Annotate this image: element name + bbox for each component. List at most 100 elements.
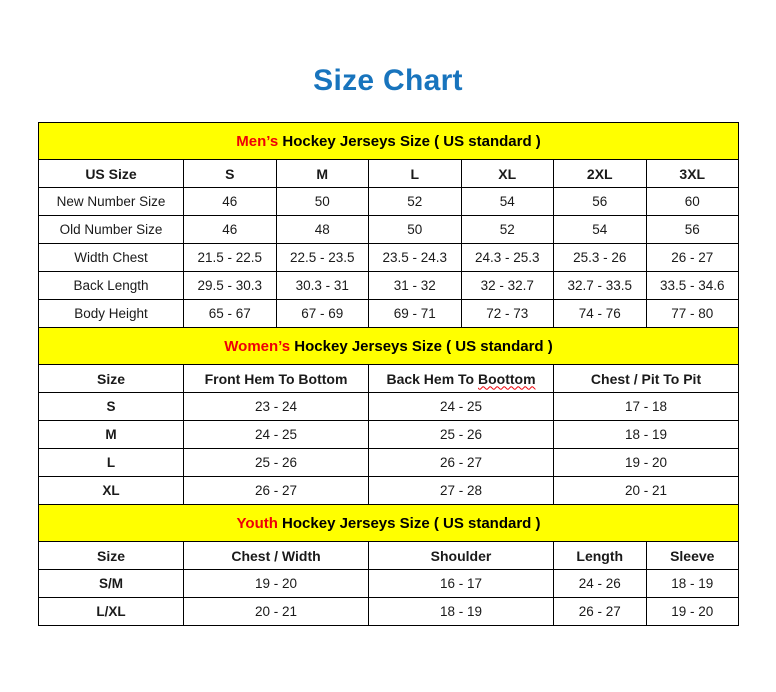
youth-header-sleeve: Sleeve (645, 541, 740, 570)
women-cell: 25 - 26 (183, 448, 369, 477)
men-header-2xl: 2XL (553, 159, 647, 188)
women-cell: 26 - 27 (368, 448, 554, 477)
section-banner-women-accent: Women’s (224, 337, 291, 355)
section-banner-women: Women’s Hockey Jerseys Size ( US standar… (37, 327, 740, 365)
men-header-xl: XL (460, 159, 554, 188)
men-row-label: Old Number Size (38, 215, 184, 244)
women-cell: 20 - 21 (552, 476, 740, 505)
men-cell: 77 - 80 (645, 299, 740, 328)
men-cell: 48 (275, 215, 369, 244)
men-header-3xl: 3XL (645, 159, 740, 188)
section-banner-men-rest: Hockey Jerseys Size ( US standard ) (278, 132, 541, 150)
men-cell: 25.3 - 26 (553, 243, 647, 272)
women-header-front-hem: Front Hem To Bottom (183, 364, 369, 393)
section-banner-youth-rest: Hockey Jerseys Size ( US standard ) (277, 514, 541, 532)
men-cell: 33.5 - 34.6 (645, 271, 740, 300)
section-banner-women-cell: Women’s Hockey Jerseys Size ( US standar… (37, 327, 740, 365)
men-cell: 65 - 67 (183, 299, 277, 328)
women-cell: 27 - 28 (368, 476, 554, 505)
youth-cell: 18 - 19 (368, 597, 554, 626)
women-row-label: M (38, 420, 184, 449)
table-row: Width Chest 21.5 - 22.5 22.5 - 23.5 23.5… (38, 243, 740, 272)
table-row: L 25 - 26 26 - 27 19 - 20 (38, 448, 740, 477)
women-row-label: XL (38, 476, 184, 505)
women-header-back-hem-prefix: Back Hem To (386, 370, 478, 387)
men-row-label: Width Chest (38, 243, 184, 272)
youth-cell: 16 - 17 (368, 569, 554, 598)
men-row-label: Back Length (38, 271, 184, 300)
women-cell: 23 - 24 (183, 392, 369, 421)
table-row: Back Length 29.5 - 30.3 30.3 - 31 31 - 3… (38, 271, 740, 300)
table-row: Body Height 65 - 67 67 - 69 69 - 71 72 -… (38, 299, 740, 328)
men-header-l: L (368, 159, 462, 188)
table-row: S 23 - 24 24 - 25 17 - 18 (38, 392, 740, 421)
youth-cell: 19 - 20 (183, 569, 369, 598)
youth-header-chest-width: Chest / Width (183, 541, 369, 570)
youth-cell: 18 - 19 (645, 569, 740, 598)
section-banner-women-rest: Hockey Jerseys Size ( US standard ) (290, 337, 553, 355)
men-cell: 54 (460, 187, 554, 216)
women-cell: 18 - 19 (552, 420, 740, 449)
men-cell: 56 (553, 187, 647, 216)
men-cell: 50 (275, 187, 369, 216)
youth-header-row: Size Chest / Width Shoulder Length Sleev… (38, 541, 740, 570)
men-cell: 52 (368, 187, 462, 216)
men-cell: 74 - 76 (553, 299, 647, 328)
men-cell: 24.3 - 25.3 (460, 243, 554, 272)
youth-cell: 19 - 20 (645, 597, 740, 626)
men-cell: 69 - 71 (368, 299, 462, 328)
women-header-back-hem-misspelled: Boottom (478, 370, 536, 387)
men-cell: 56 (645, 215, 740, 244)
table-row: Old Number Size 46 48 50 52 54 56 (38, 215, 740, 244)
youth-cell: 24 - 26 (553, 569, 647, 598)
men-cell: 46 (183, 215, 277, 244)
men-cell: 67 - 69 (275, 299, 369, 328)
women-row-label: L (38, 448, 184, 477)
youth-header-shoulder: Shoulder (368, 541, 554, 570)
youth-cell: 26 - 27 (553, 597, 647, 626)
men-cell: 21.5 - 22.5 (183, 243, 277, 272)
section-banner-youth-cell: Youth Hockey Jerseys Size ( US standard … (37, 504, 740, 542)
men-header-m: M (275, 159, 369, 188)
men-row-label: Body Height (38, 299, 184, 328)
section-banner-youth-accent: Youth (236, 514, 278, 532)
men-cell: 30.3 - 31 (275, 271, 369, 300)
youth-header-length: Length (553, 541, 647, 570)
women-cell: 24 - 25 (183, 420, 369, 449)
women-header-size: Size (38, 364, 184, 393)
section-banner-men-accent: Men’s (236, 132, 279, 150)
women-header-chest-pit: Chest / Pit To Pit (552, 364, 740, 393)
section-banner-men: Men’s Hockey Jerseys Size ( US standard … (37, 122, 740, 160)
women-cell: 25 - 26 (368, 420, 554, 449)
youth-header-size: Size (38, 541, 184, 570)
women-cell: 26 - 27 (183, 476, 369, 505)
men-cell: 23.5 - 24.3 (368, 243, 462, 272)
men-header-us-size: US Size (38, 159, 184, 188)
table-row: L/XL 20 - 21 18 - 19 26 - 27 19 - 20 (38, 597, 740, 626)
table-row: XL 26 - 27 27 - 28 20 - 21 (38, 476, 740, 505)
youth-row-label: L/XL (38, 597, 184, 626)
men-cell: 52 (460, 215, 554, 244)
size-chart-table: Men’s Hockey Jerseys Size ( US standard … (37, 122, 740, 626)
men-row-label: New Number Size (38, 187, 184, 216)
men-cell: 32 - 32.7 (460, 271, 554, 300)
men-header-s: S (183, 159, 277, 188)
men-cell: 60 (645, 187, 740, 216)
men-cell: 22.5 - 23.5 (275, 243, 369, 272)
men-cell: 54 (553, 215, 647, 244)
youth-row-label: S/M (38, 569, 184, 598)
women-header-row: Size Front Hem To Bottom Back Hem To Boo… (38, 364, 740, 393)
women-header-back-hem: Back Hem To Boottom (368, 364, 554, 393)
section-banner-youth: Youth Hockey Jerseys Size ( US standard … (37, 504, 740, 542)
table-row: New Number Size 46 50 52 54 56 60 (38, 187, 740, 216)
page-title: Size Chart (313, 64, 463, 97)
table-row: S/M 19 - 20 16 - 17 24 - 26 18 - 19 (38, 569, 740, 598)
men-cell: 31 - 32 (368, 271, 462, 300)
women-cell: 24 - 25 (368, 392, 554, 421)
section-banner-men-cell: Men’s Hockey Jerseys Size ( US standard … (37, 122, 740, 160)
men-cell: 26 - 27 (645, 243, 740, 272)
men-cell: 29.5 - 30.3 (183, 271, 277, 300)
men-cell: 50 (368, 215, 462, 244)
men-cell: 72 - 73 (460, 299, 554, 328)
